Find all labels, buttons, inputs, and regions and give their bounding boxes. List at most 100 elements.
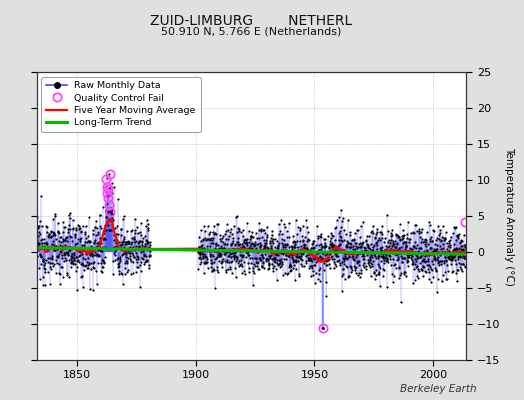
Point: [109, 258, 117, 264]
Point: [141, 244, 149, 251]
Point: [63, 238, 71, 244]
Point: [261, 242, 269, 248]
Point: [212, 241, 220, 247]
Point: [88, 251, 96, 257]
Point: [416, 260, 424, 266]
Point: [359, 262, 368, 268]
Point: [384, 228, 392, 234]
Point: [98, 244, 106, 250]
Point: [99, 204, 107, 210]
Point: [70, 255, 78, 262]
Point: [310, 237, 318, 244]
Point: [145, 265, 154, 271]
Point: [222, 249, 230, 255]
Point: [405, 252, 413, 258]
Point: [431, 265, 440, 272]
Point: [249, 243, 258, 249]
Point: [82, 248, 91, 255]
Point: [234, 239, 243, 245]
Point: [67, 259, 75, 265]
Point: [240, 236, 248, 243]
Point: [84, 214, 93, 220]
Point: [440, 237, 448, 243]
Point: [284, 270, 292, 277]
Point: [410, 266, 418, 272]
Point: [272, 250, 280, 256]
Point: [436, 227, 445, 234]
Point: [456, 253, 464, 259]
Point: [232, 247, 240, 254]
Point: [93, 281, 102, 288]
Point: [81, 249, 90, 255]
Point: [145, 244, 154, 250]
Point: [278, 272, 287, 278]
Point: [278, 259, 287, 265]
Point: [214, 250, 223, 256]
Point: [132, 250, 140, 257]
Point: [73, 264, 81, 270]
Point: [358, 241, 366, 247]
Point: [387, 246, 396, 253]
Point: [412, 244, 420, 251]
Point: [294, 247, 302, 253]
Point: [95, 223, 104, 230]
Point: [460, 253, 468, 259]
Point: [62, 234, 70, 240]
Point: [407, 230, 416, 236]
Point: [254, 266, 262, 272]
Point: [211, 256, 219, 262]
Point: [429, 227, 438, 233]
Point: [368, 262, 377, 269]
Point: [384, 258, 392, 265]
Point: [255, 219, 264, 226]
Point: [432, 267, 441, 273]
Point: [130, 236, 139, 243]
Point: [454, 255, 463, 262]
Point: [259, 245, 268, 251]
Point: [442, 257, 450, 263]
Point: [431, 254, 439, 261]
Point: [340, 249, 348, 256]
Point: [412, 252, 420, 258]
Point: [422, 258, 430, 264]
Point: [80, 246, 89, 252]
Point: [323, 254, 332, 261]
Point: [449, 230, 457, 236]
Point: [440, 258, 449, 264]
Point: [68, 258, 76, 265]
Point: [282, 241, 291, 247]
Point: [194, 266, 202, 273]
Point: [83, 264, 91, 271]
Point: [356, 250, 364, 256]
Point: [255, 235, 264, 242]
Point: [246, 255, 254, 262]
Point: [443, 249, 451, 256]
Point: [103, 200, 111, 206]
Point: [417, 253, 425, 260]
Point: [210, 248, 219, 254]
Point: [61, 251, 70, 258]
Point: [291, 257, 300, 264]
Point: [319, 324, 328, 331]
Point: [275, 240, 283, 246]
Point: [81, 262, 89, 269]
Point: [350, 237, 358, 243]
Point: [82, 250, 90, 257]
Point: [41, 265, 50, 272]
Point: [205, 248, 213, 254]
Point: [35, 265, 43, 272]
Point: [286, 250, 294, 257]
Point: [66, 247, 74, 253]
Point: [303, 247, 312, 253]
Point: [146, 242, 155, 248]
Point: [312, 270, 321, 276]
Point: [77, 229, 85, 235]
Point: [71, 231, 80, 237]
Point: [336, 248, 345, 255]
Point: [331, 261, 339, 267]
Point: [459, 249, 467, 255]
Point: [409, 243, 418, 249]
Point: [383, 256, 391, 262]
Point: [394, 254, 402, 260]
Point: [49, 260, 58, 267]
